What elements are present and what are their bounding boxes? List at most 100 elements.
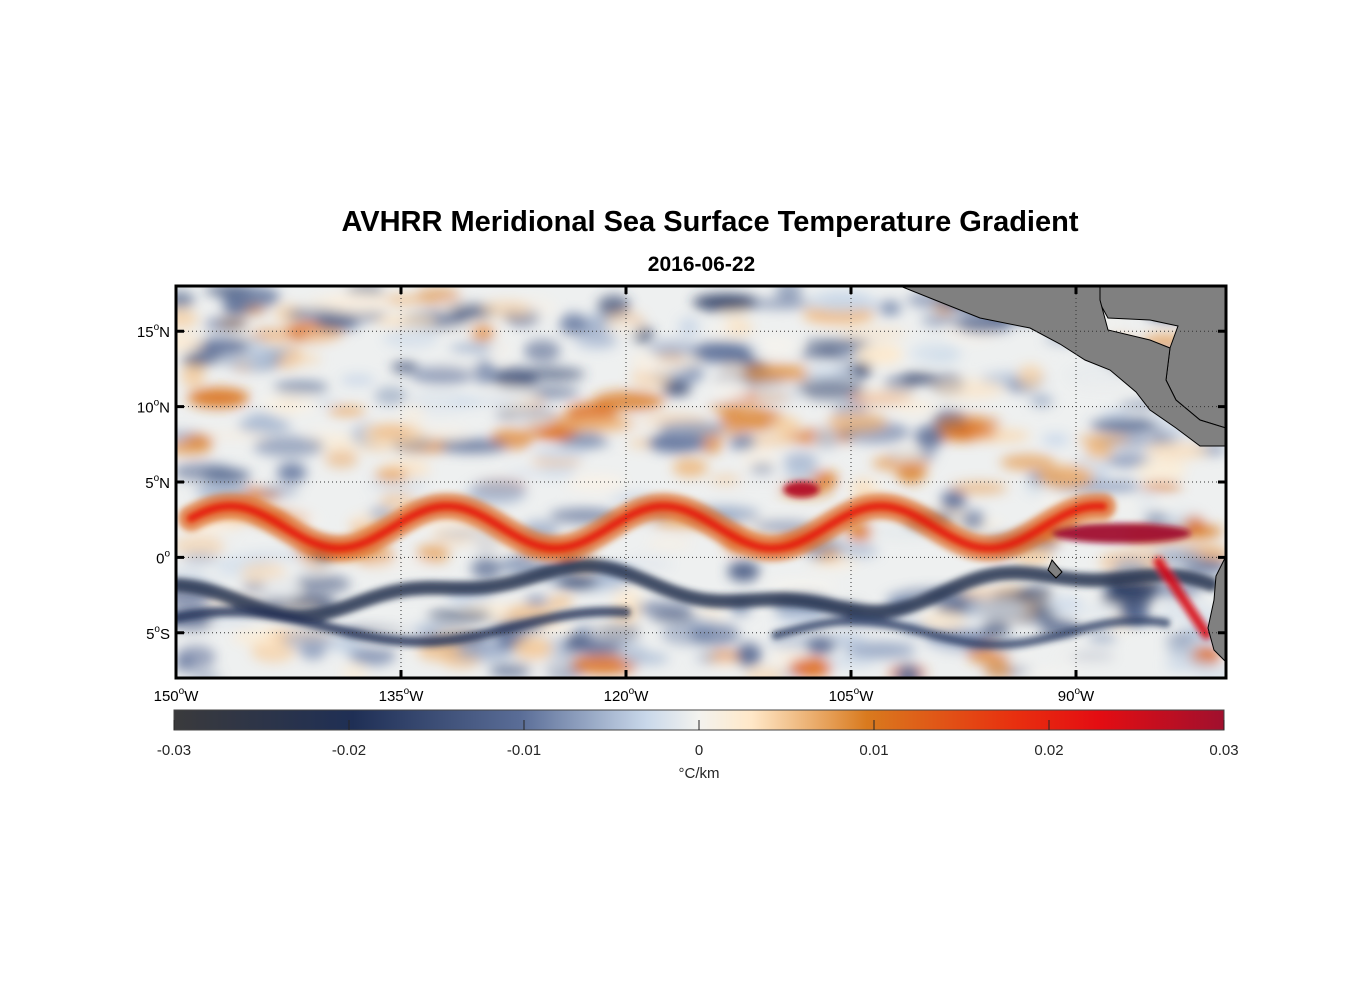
sst-speckle bbox=[771, 416, 801, 437]
sst-speckle bbox=[555, 576, 599, 590]
sst-speckle bbox=[689, 623, 740, 647]
sst-speckle bbox=[204, 286, 253, 297]
sst-speckle bbox=[632, 601, 694, 615]
sst-speckle bbox=[176, 534, 225, 558]
sst-speckle bbox=[592, 391, 665, 412]
sst-speckle bbox=[1075, 605, 1126, 617]
sst-speckle bbox=[1105, 453, 1152, 468]
sst-speckle bbox=[245, 411, 278, 432]
sst-speckle bbox=[471, 558, 502, 580]
sst-speckle bbox=[206, 430, 270, 440]
sst-speckle bbox=[827, 412, 887, 433]
sst-speckle bbox=[292, 574, 351, 594]
sst-speckle bbox=[273, 380, 329, 395]
sst-speckle bbox=[303, 427, 336, 437]
sst-speckle bbox=[1136, 459, 1187, 481]
sst-speckle bbox=[845, 641, 917, 659]
sst-speckle bbox=[736, 643, 762, 667]
map-gridlines bbox=[176, 286, 1226, 678]
sst-speckle bbox=[563, 416, 636, 432]
colorbar-tick-label: 0.03 bbox=[1209, 742, 1238, 759]
latitude-labels: 15oN 10oN 5oN 0o 5oS bbox=[137, 322, 171, 643]
colorbar-tick-label: -0.02 bbox=[332, 742, 366, 759]
sst-speckle bbox=[341, 663, 368, 678]
lat-label: 5oS bbox=[146, 624, 170, 643]
sst-speckle bbox=[811, 471, 839, 488]
sst-speckle bbox=[315, 315, 359, 331]
sst-speckle bbox=[1076, 435, 1130, 444]
sst-speckle bbox=[1146, 441, 1209, 461]
lon-label: 135oW bbox=[379, 686, 425, 705]
lon-label: 105oW bbox=[829, 686, 875, 705]
sst-speckle bbox=[795, 377, 867, 400]
sst-speckle bbox=[407, 390, 471, 413]
sst-speckle bbox=[774, 614, 823, 624]
sst-speckle bbox=[416, 544, 451, 563]
sst-speckle bbox=[324, 449, 359, 469]
sst-speckle bbox=[1024, 480, 1047, 496]
sst-speckle bbox=[202, 468, 251, 483]
sst-speckle bbox=[232, 629, 276, 645]
sst-speckle bbox=[766, 578, 839, 593]
sst-speckle bbox=[364, 557, 432, 574]
sst-speckle bbox=[893, 399, 935, 414]
sst-speckle bbox=[1164, 634, 1196, 645]
sst-speckle bbox=[480, 300, 531, 319]
sst-speckle bbox=[1053, 649, 1117, 666]
south-america-land bbox=[1207, 555, 1226, 663]
sst-speckle bbox=[914, 425, 944, 450]
sst-speckle bbox=[850, 362, 872, 378]
sst-speckle bbox=[692, 294, 761, 311]
sst-speckle bbox=[568, 431, 604, 449]
mexico-coast-land bbox=[899, 286, 1226, 447]
sst-speckle bbox=[711, 378, 747, 399]
positive-gradient-core bbox=[1051, 523, 1191, 544]
sst-speckle bbox=[374, 468, 409, 482]
sst-speckle bbox=[823, 656, 876, 668]
sst-speckle bbox=[833, 543, 879, 559]
colorbar-unit-label: °C/km bbox=[679, 765, 720, 782]
sst-speckle bbox=[965, 598, 1028, 620]
sst-speckle bbox=[590, 618, 638, 641]
sst-speckle bbox=[473, 360, 497, 385]
sst-speckle bbox=[752, 335, 798, 357]
lat-label: 15oN bbox=[137, 322, 170, 341]
sst-speckle bbox=[261, 577, 299, 601]
sst-speckle bbox=[857, 387, 915, 406]
sst-speckle bbox=[650, 613, 700, 622]
sst-speckle bbox=[622, 652, 670, 665]
lat-label: 10oN bbox=[137, 398, 170, 417]
sst-speckle bbox=[920, 612, 965, 630]
sst-speckle bbox=[689, 341, 754, 363]
sst-speckle bbox=[672, 458, 708, 478]
sst-speckle bbox=[597, 295, 630, 318]
sst-speckle bbox=[362, 440, 394, 453]
lat-label: 5oN bbox=[145, 473, 170, 492]
sst-speckle bbox=[176, 291, 195, 310]
sst-speckle bbox=[803, 338, 871, 351]
sst-speckle bbox=[530, 457, 582, 467]
sst-speckle bbox=[244, 306, 267, 315]
sst-speckle bbox=[489, 340, 511, 360]
sst-speckle bbox=[543, 636, 572, 660]
sst-speckle bbox=[736, 475, 790, 485]
sst-speckle bbox=[1000, 454, 1056, 471]
sst-speckle bbox=[383, 328, 439, 349]
sst-speckle bbox=[740, 363, 810, 383]
sst-speckle bbox=[921, 314, 961, 327]
sst-speckle bbox=[879, 301, 902, 316]
sst-speckle bbox=[374, 314, 437, 328]
sst-speckle bbox=[513, 636, 553, 661]
sst-speckle bbox=[713, 658, 739, 669]
sst-speckle bbox=[251, 329, 291, 339]
sst-speckle bbox=[245, 551, 310, 561]
sst-speckle bbox=[510, 411, 553, 427]
colorbar-tick-label: -0.03 bbox=[157, 742, 191, 759]
sst-speckle bbox=[1049, 595, 1084, 615]
frame-ticks bbox=[174, 286, 1226, 678]
sst-speckle bbox=[1013, 586, 1054, 602]
sst-speckle bbox=[277, 463, 307, 483]
sst-speckle bbox=[258, 485, 299, 497]
sst-speckle bbox=[203, 317, 248, 332]
